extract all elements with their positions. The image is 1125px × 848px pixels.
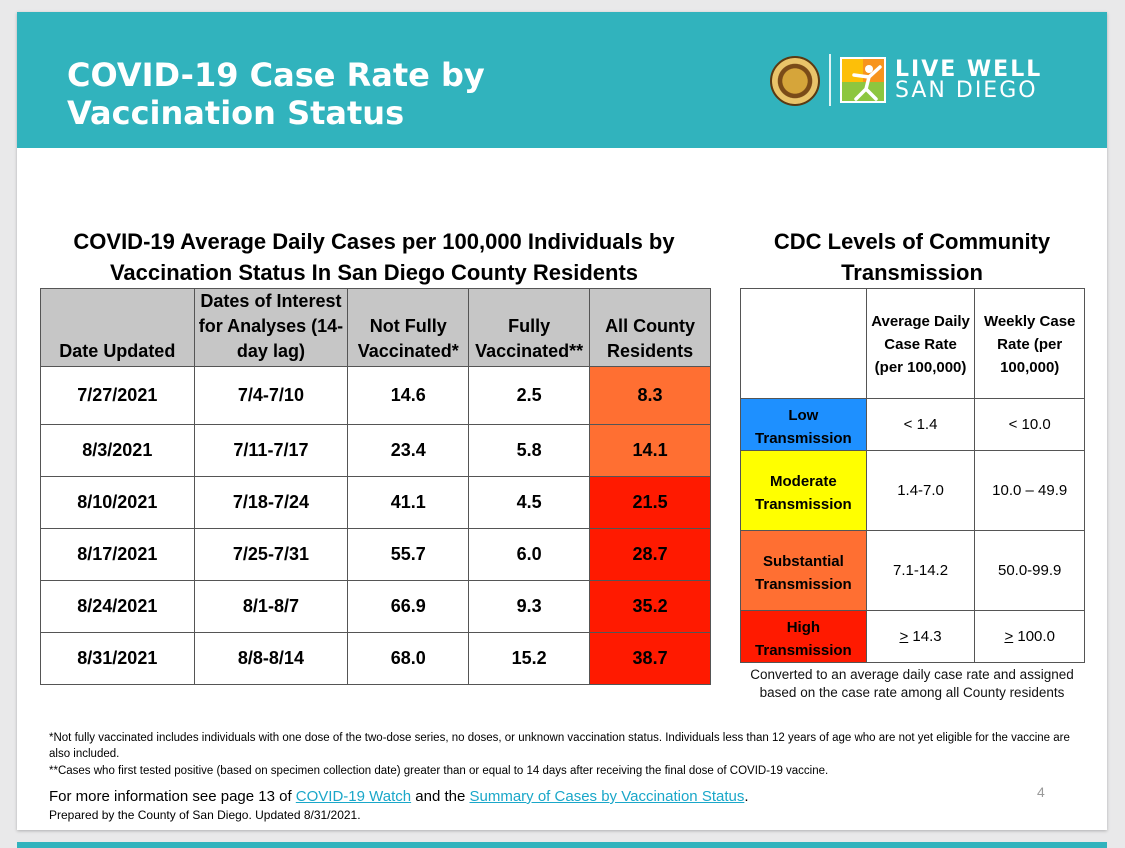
slide: COVID-19 Case Rate by Vaccination Status… xyxy=(17,12,1107,830)
not-fully-vaccinated-cell: 41.1 xyxy=(347,476,470,529)
live-well-logo-icon xyxy=(840,57,886,103)
main-table-heading: COVID-19 Average Daily Cases per 100,000… xyxy=(73,229,675,285)
all-county-residents-cell: 14.1 xyxy=(589,424,711,477)
daily-rate-cell: 7.1-14.2 xyxy=(865,530,976,611)
cdc-level-row-moderate: Moderate Transmission 1.4-7.0 10.0 – 49.… xyxy=(740,450,1085,531)
level-label-substantial: Substantial Transmission xyxy=(740,530,867,611)
page-number: 4 xyxy=(1037,784,1045,800)
column-header-dates-of-interest: Dates of Interest for Analyses (14-day l… xyxy=(193,288,349,367)
table-row: 7/27/2021 7/4-7/10 14.6 2.5 8.3 xyxy=(40,366,711,425)
prepared-by: Prepared by the County of San Diego. Upd… xyxy=(49,808,361,822)
footnote-not-fully-vaccinated: *Not fully vaccinated includes individua… xyxy=(49,732,1070,760)
daily-rate-cell: < 1.4 xyxy=(865,398,976,451)
fully-vaccinated-cell: 4.5 xyxy=(468,476,591,529)
not-fully-vaccinated-cell: 66.9 xyxy=(347,580,470,633)
table-row: 8/24/2021 8/1-8/7 66.9 9.3 35.2 xyxy=(40,580,711,633)
county-seal-icon xyxy=(770,56,820,106)
all-county-residents-cell: 8.3 xyxy=(589,366,711,425)
cdc-level-row-substantial: Substantial Transmission 7.1-14.2 50.0-9… xyxy=(740,530,1085,611)
all-county-residents-cell: 28.7 xyxy=(589,528,711,581)
dates-of-interest-cell: 7/25-7/31 xyxy=(193,528,349,581)
daily-rate-cell: 1.4-7.0 xyxy=(865,450,976,531)
table-row: 8/17/2021 7/25-7/31 55.7 6.0 28.7 xyxy=(40,528,711,581)
dates-of-interest-cell: 7/4-7/10 xyxy=(193,366,349,425)
weekly-rate-cell: 50.0-99.9 xyxy=(974,530,1085,611)
level-label-moderate: Moderate Transmission xyxy=(740,450,867,531)
table-row: 8/10/2021 7/18-7/24 41.1 4.5 21.5 xyxy=(40,476,711,529)
date-updated-cell: 8/10/2021 xyxy=(40,476,195,529)
level-label-high: High Transmission xyxy=(740,610,867,663)
not-fully-vaccinated-cell: 68.0 xyxy=(347,632,470,685)
level-label-low: Low Transmission xyxy=(740,398,867,451)
column-header-date-updated: Date Updated xyxy=(40,288,195,367)
fully-vaccinated-cell: 9.3 xyxy=(468,580,591,633)
daily-rate-cell: > 14.3 xyxy=(865,610,976,663)
cdc-note: Converted to an average daily case rate … xyxy=(750,667,1074,700)
fully-vaccinated-cell: 5.8 xyxy=(468,424,591,477)
column-header-not-fully-vaccinated: Not Fully Vaccinated* xyxy=(347,288,470,367)
fully-vaccinated-cell: 2.5 xyxy=(468,366,591,425)
fully-vaccinated-cell: 15.2 xyxy=(468,632,591,685)
cdc-levels-table: Average Daily Case Rate (per 100,000) We… xyxy=(740,288,1085,663)
column-header-fully-vaccinated: Fully Vaccinated** xyxy=(468,288,591,367)
table-row: 8/31/2021 8/8-8/14 68.0 15.2 38.7 xyxy=(40,632,711,685)
cdc-header-blank xyxy=(740,288,867,399)
not-fully-vaccinated-cell: 55.7 xyxy=(347,528,470,581)
not-fully-vaccinated-cell: 14.6 xyxy=(347,366,470,425)
next-slide-edge xyxy=(17,842,1107,848)
slide-title: COVID-19 Case Rate by Vaccination Status xyxy=(67,56,485,132)
header-banner: COVID-19 Case Rate by Vaccination Status… xyxy=(17,12,1107,148)
weekly-rate-cell: < 10.0 xyxy=(974,398,1085,451)
all-county-residents-cell: 35.2 xyxy=(589,580,711,633)
cdc-table-heading: CDC Levels of Community Transmission xyxy=(773,229,1051,285)
weekly-rate-cell: > 100.0 xyxy=(974,610,1085,663)
dates-of-interest-cell: 7/11-7/17 xyxy=(193,424,349,477)
covid-19-watch-link[interactable]: COVID-19 Watch xyxy=(295,788,412,805)
fully-vaccinated-cell: 6.0 xyxy=(468,528,591,581)
cdc-level-row-high: High Transmission > 14.3 > 100.0 xyxy=(740,610,1085,663)
date-updated-cell: 7/27/2021 xyxy=(40,366,195,425)
all-county-residents-cell: 38.7 xyxy=(589,632,711,685)
more-info-line: For more information see page 13 of COVI… xyxy=(49,788,749,805)
cdc-level-row-low: Low Transmission < 1.4 < 10.0 xyxy=(740,398,1085,451)
cdc-header-weekly-rate: Weekly Case Rate (per 100,000) xyxy=(974,288,1085,399)
logo-divider xyxy=(829,54,831,106)
all-county-residents-cell: 21.5 xyxy=(589,476,711,529)
footnote-fully-vaccinated: **Cases who first tested positive (based… xyxy=(49,765,829,777)
table-row: 8/3/2021 7/11-7/17 23.4 5.8 14.1 xyxy=(40,424,711,477)
live-well-logo-text: LIVE WELL SAN DIEGO xyxy=(895,57,1043,103)
weekly-rate-cell: 10.0 – 49.9 xyxy=(974,450,1085,531)
cdc-header-daily-rate: Average Daily Case Rate (per 100,000) xyxy=(865,288,976,399)
dates-of-interest-cell: 8/1-8/7 xyxy=(193,580,349,633)
date-updated-cell: 8/24/2021 xyxy=(40,580,195,633)
dates-of-interest-cell: 7/18-7/24 xyxy=(193,476,349,529)
date-updated-cell: 8/17/2021 xyxy=(40,528,195,581)
case-rate-table: Date Updated Dates of Interest for Analy… xyxy=(40,288,711,685)
date-updated-cell: 8/31/2021 xyxy=(40,632,195,685)
date-updated-cell: 8/3/2021 xyxy=(40,424,195,477)
column-header-all-county-residents: All County Residents xyxy=(589,288,711,367)
summary-of-cases-link[interactable]: Summary of Cases by Vaccination Status xyxy=(469,788,745,805)
not-fully-vaccinated-cell: 23.4 xyxy=(347,424,470,477)
dates-of-interest-cell: 8/8-8/14 xyxy=(193,632,349,685)
